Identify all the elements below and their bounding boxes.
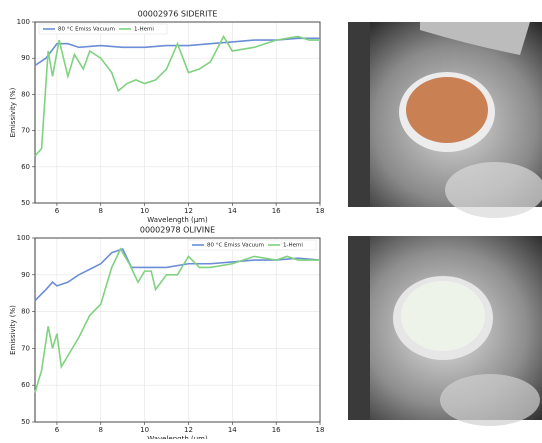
x-tick-label: 16: [272, 426, 281, 434]
y-tick-label: 100: [17, 18, 30, 26]
y-tick-label: 70: [21, 344, 30, 352]
page: 50 60 70 80 90 100 6 8 10 12 14 16 18 00002976 SIDERI…: [0, 0, 542, 439]
x-tick-label: 18: [316, 207, 325, 215]
legend-label: 80 °C Emiss Vacuum: [58, 27, 115, 33]
plot-area: [35, 22, 320, 203]
x-tick-label: 6: [55, 207, 60, 215]
y-tick-label: 80: [21, 90, 30, 98]
figure: 50 60 70 80 90 100 6 8 10 12 14 16 18 00002976 SIDERI…: [0, 0, 542, 439]
x-tick-label: 8: [99, 426, 103, 434]
y-tick-label: 90: [21, 54, 30, 62]
chart-title: 00002978 OLIVINE: [140, 226, 215, 235]
y-tick-label: 50: [21, 418, 30, 426]
chart-title: 00002976 SIDERITE: [138, 10, 218, 19]
y-tick-label: 50: [21, 199, 30, 207]
x-tick-label: 14: [228, 426, 237, 434]
legend-label: 80 °C Emiss Vacuum: [207, 243, 264, 249]
x-tick-label: 10: [140, 426, 149, 434]
x-tick-label: 12: [184, 426, 193, 434]
x-tick-label: 12: [184, 207, 193, 215]
y-axis-label: Emissivity (%): [9, 305, 17, 355]
legend-label: 1-Hemi: [134, 27, 154, 33]
x-tick-label: 14: [228, 207, 237, 215]
y-tick-label: 100: [17, 234, 30, 242]
x-tick-label: 8: [99, 207, 103, 215]
y-tick-label: 70: [21, 127, 30, 135]
x-axis-label: Wavelength (μm): [147, 216, 208, 224]
x-axis-label: Wavelength (μm): [147, 435, 208, 439]
legend-label: 1-Hemi: [283, 243, 303, 249]
y-tick-label: 90: [21, 271, 30, 279]
x-tick-label: 10: [140, 207, 149, 215]
x-tick-label: 16: [272, 207, 281, 215]
x-tick-label: 6: [55, 426, 60, 434]
y-tick-label: 60: [21, 163, 30, 171]
photo-siderite: [348, 22, 542, 218]
y-tick-label: 60: [21, 381, 30, 389]
photo-olivine: [348, 236, 542, 426]
y-axis-label: Emissivity (%): [9, 87, 17, 137]
y-tick-label: 80: [21, 308, 30, 316]
x-tick-label: 18: [316, 426, 325, 434]
